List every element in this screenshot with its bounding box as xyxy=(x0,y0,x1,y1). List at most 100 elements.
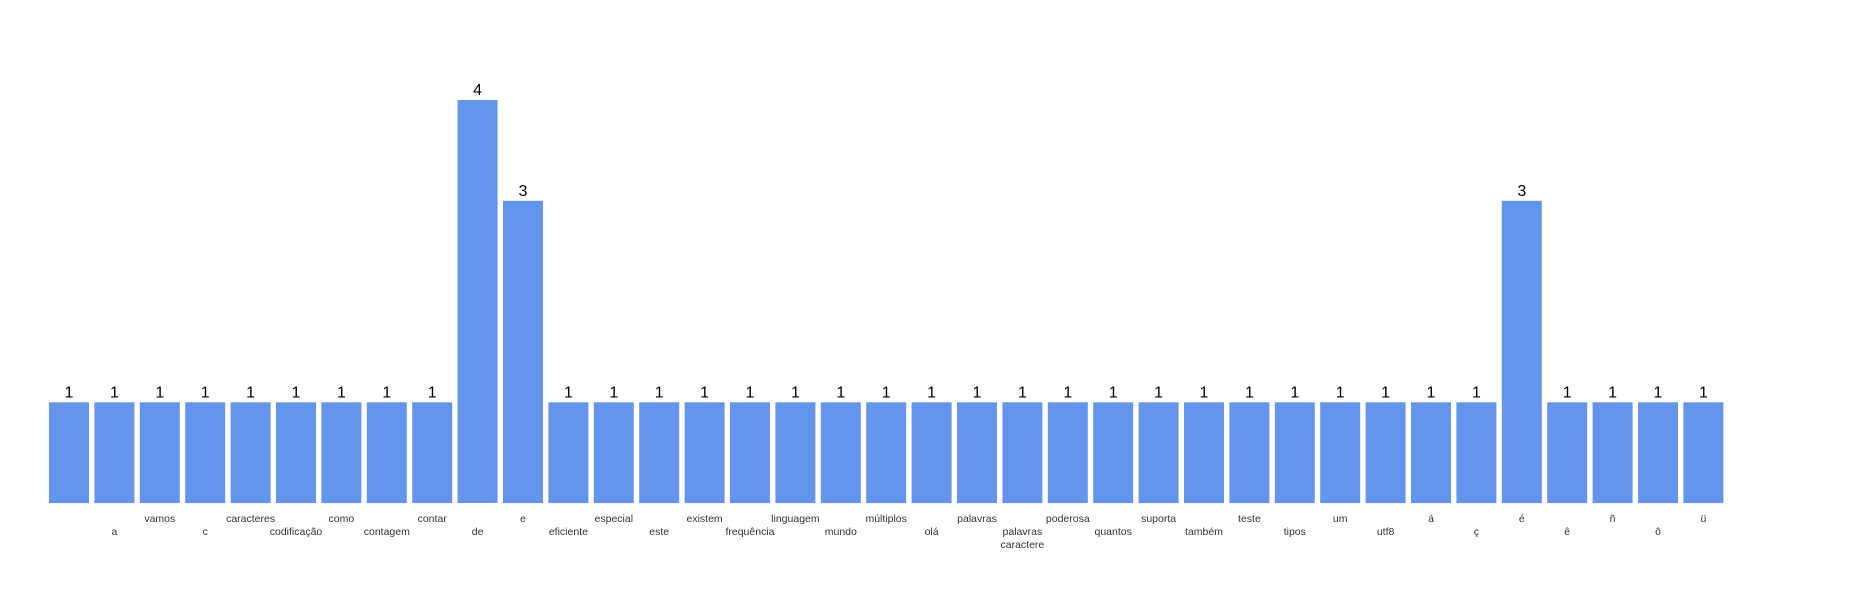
value-label-34: 1 xyxy=(1608,384,1617,401)
bar-18 xyxy=(866,402,907,504)
category-label-30: á xyxy=(1428,513,1434,525)
category-label-16: linguagem xyxy=(771,513,820,525)
value-label-11: 1 xyxy=(564,384,573,401)
bar-4 xyxy=(230,402,271,504)
value-label-30: 1 xyxy=(1427,384,1436,401)
value-label-35: 1 xyxy=(1654,384,1663,401)
bar-29 xyxy=(1365,402,1406,504)
category-label-34: ñ xyxy=(1610,513,1616,525)
bar-1 xyxy=(94,402,135,504)
value-label-10: 3 xyxy=(519,183,528,200)
value-label-1: 1 xyxy=(110,384,119,401)
bar-20 xyxy=(957,402,997,504)
bar-22 xyxy=(1047,402,1088,504)
category-label-33: ê xyxy=(1564,526,1570,538)
category-label-24: suporta xyxy=(1141,513,1176,525)
category-label-28: um xyxy=(1333,513,1348,525)
category-label-6: como xyxy=(329,513,355,525)
category-label-12: especial xyxy=(595,513,634,525)
value-label-21: 1 xyxy=(1018,384,1027,401)
bar-28 xyxy=(1320,402,1361,504)
value-label-12: 1 xyxy=(609,384,618,401)
category-label-15: frequência xyxy=(725,526,774,538)
bar-25 xyxy=(1184,402,1224,504)
bar-26 xyxy=(1229,402,1270,504)
value-label-33: 1 xyxy=(1563,384,1572,401)
category-label-29: utf8 xyxy=(1377,526,1395,538)
bar-21 xyxy=(1002,402,1043,504)
category-label-18: múltiplos xyxy=(865,513,906,525)
bar-27 xyxy=(1274,402,1315,504)
category-label-31: ç xyxy=(1474,526,1479,538)
value-labels-group: 1 1 1 1 1 1 1 1 1 4 3 1 1 1 1 1 1 1 1 1 1 1 1 1 1 1 1 1 1 1 1 1 3 1 1 1 1 xyxy=(65,82,1708,401)
bars-group xyxy=(49,100,1724,504)
category-label-22: poderosa xyxy=(1046,513,1090,525)
bar-12 xyxy=(593,402,634,504)
category-label-35: ô xyxy=(1655,526,1661,538)
bar-32 xyxy=(1501,200,1542,504)
bar-34 xyxy=(1592,402,1633,504)
bar-24 xyxy=(1138,402,1179,504)
value-label-7: 1 xyxy=(382,384,391,401)
bar-6 xyxy=(321,402,362,504)
value-label-27: 1 xyxy=(1290,384,1299,401)
value-label-17: 1 xyxy=(836,384,845,401)
category-label-19: olá xyxy=(925,526,939,538)
value-label-23: 1 xyxy=(1109,384,1118,401)
value-label-9: 4 xyxy=(473,82,482,99)
category-label-23: quantos xyxy=(1095,526,1132,538)
value-label-24: 1 xyxy=(1154,384,1163,401)
category-label-4: caracteres xyxy=(226,513,275,525)
value-label-8: 1 xyxy=(428,384,437,401)
bar-8 xyxy=(412,402,453,504)
category-label-20: palavras xyxy=(957,513,997,525)
category-label-26: teste xyxy=(1238,513,1261,525)
bar-9 xyxy=(457,100,498,503)
value-label-31: 1 xyxy=(1472,384,1481,401)
bar-7 xyxy=(366,402,407,504)
value-label-20: 1 xyxy=(973,384,982,401)
value-label-32: 3 xyxy=(1517,183,1526,200)
value-label-16: 1 xyxy=(791,384,800,401)
value-label-29: 1 xyxy=(1381,384,1390,401)
category-label-11: eficiente xyxy=(549,526,588,538)
value-label-36: 1 xyxy=(1699,384,1708,401)
category-label-7: contagem xyxy=(364,526,410,538)
bar-10 xyxy=(503,200,543,504)
value-label-5: 1 xyxy=(292,384,301,401)
bar-2 xyxy=(139,402,180,504)
category-label-10: e xyxy=(520,513,526,525)
bar-23 xyxy=(1093,402,1134,504)
category-label-32: é xyxy=(1519,513,1525,525)
bar-31 xyxy=(1456,402,1497,504)
category-label-8: contar xyxy=(418,513,448,525)
value-label-18: 1 xyxy=(882,384,891,401)
bar-33 xyxy=(1547,402,1588,504)
value-label-6: 1 xyxy=(337,384,346,401)
value-label-22: 1 xyxy=(1063,384,1072,401)
category-label-13: este xyxy=(649,526,669,538)
value-label-25: 1 xyxy=(1200,384,1209,401)
bar-0 xyxy=(49,402,89,504)
category-label-36: ü xyxy=(1700,513,1706,525)
category-label-14: existem xyxy=(687,513,723,525)
category-label-2: vamos xyxy=(144,513,175,525)
value-label-13: 1 xyxy=(655,384,664,401)
value-label-4: 1 xyxy=(246,384,255,401)
bar-16 xyxy=(775,402,816,504)
bar-3 xyxy=(185,402,226,504)
bar-11 xyxy=(548,402,589,504)
bar-19 xyxy=(911,402,952,504)
category-label-9: de xyxy=(472,526,484,538)
value-label-28: 1 xyxy=(1336,384,1345,401)
value-label-26: 1 xyxy=(1245,384,1254,401)
value-label-14: 1 xyxy=(700,384,709,401)
bar-13 xyxy=(639,402,680,504)
category-label-25: também xyxy=(1185,526,1223,538)
value-label-2: 1 xyxy=(155,384,164,401)
bar-17 xyxy=(820,402,861,504)
bar-5 xyxy=(276,402,316,504)
value-label-3: 1 xyxy=(201,384,210,401)
category-label-27: tipos xyxy=(1284,526,1306,538)
